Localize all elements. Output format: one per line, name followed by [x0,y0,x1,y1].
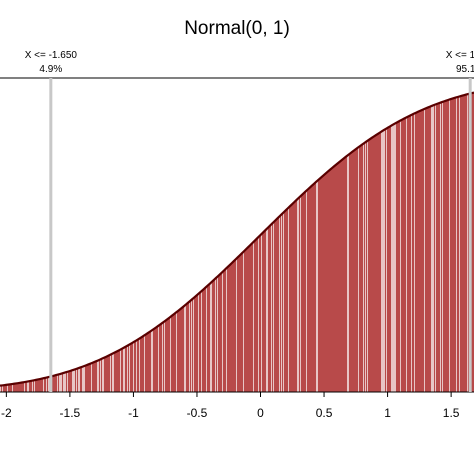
x-tick-label: -2 [1,406,12,420]
x-tick-label: 0.5 [316,406,333,420]
x-tick-label: -0.5 [187,406,208,420]
cutoff-percent-1: 4.9% [39,64,62,75]
x-tick-label: 0 [257,406,264,420]
x-tick-label: -1 [128,406,139,420]
cutoff-label-1: X <= -1.650 [25,50,78,61]
cutoff-label-2: X <= 1.650 [446,50,474,61]
x-tick-label: 1.5 [443,406,460,420]
cdf-curve [0,91,474,387]
x-tick-label: 1 [384,406,391,420]
chart-title: Normal(0, 1) [184,18,290,39]
cdf-fill [0,92,474,392]
x-axis: -2 -1.5 -1 -0.5 0 0.5 1 1.5 [1,392,460,420]
cutoff-percent-2: 95.1% [456,64,474,75]
x-tick-label: -1.5 [60,406,81,420]
cutoff-markers: X <= -1.650 4.9% X <= 1.650 95.1% [25,50,474,392]
